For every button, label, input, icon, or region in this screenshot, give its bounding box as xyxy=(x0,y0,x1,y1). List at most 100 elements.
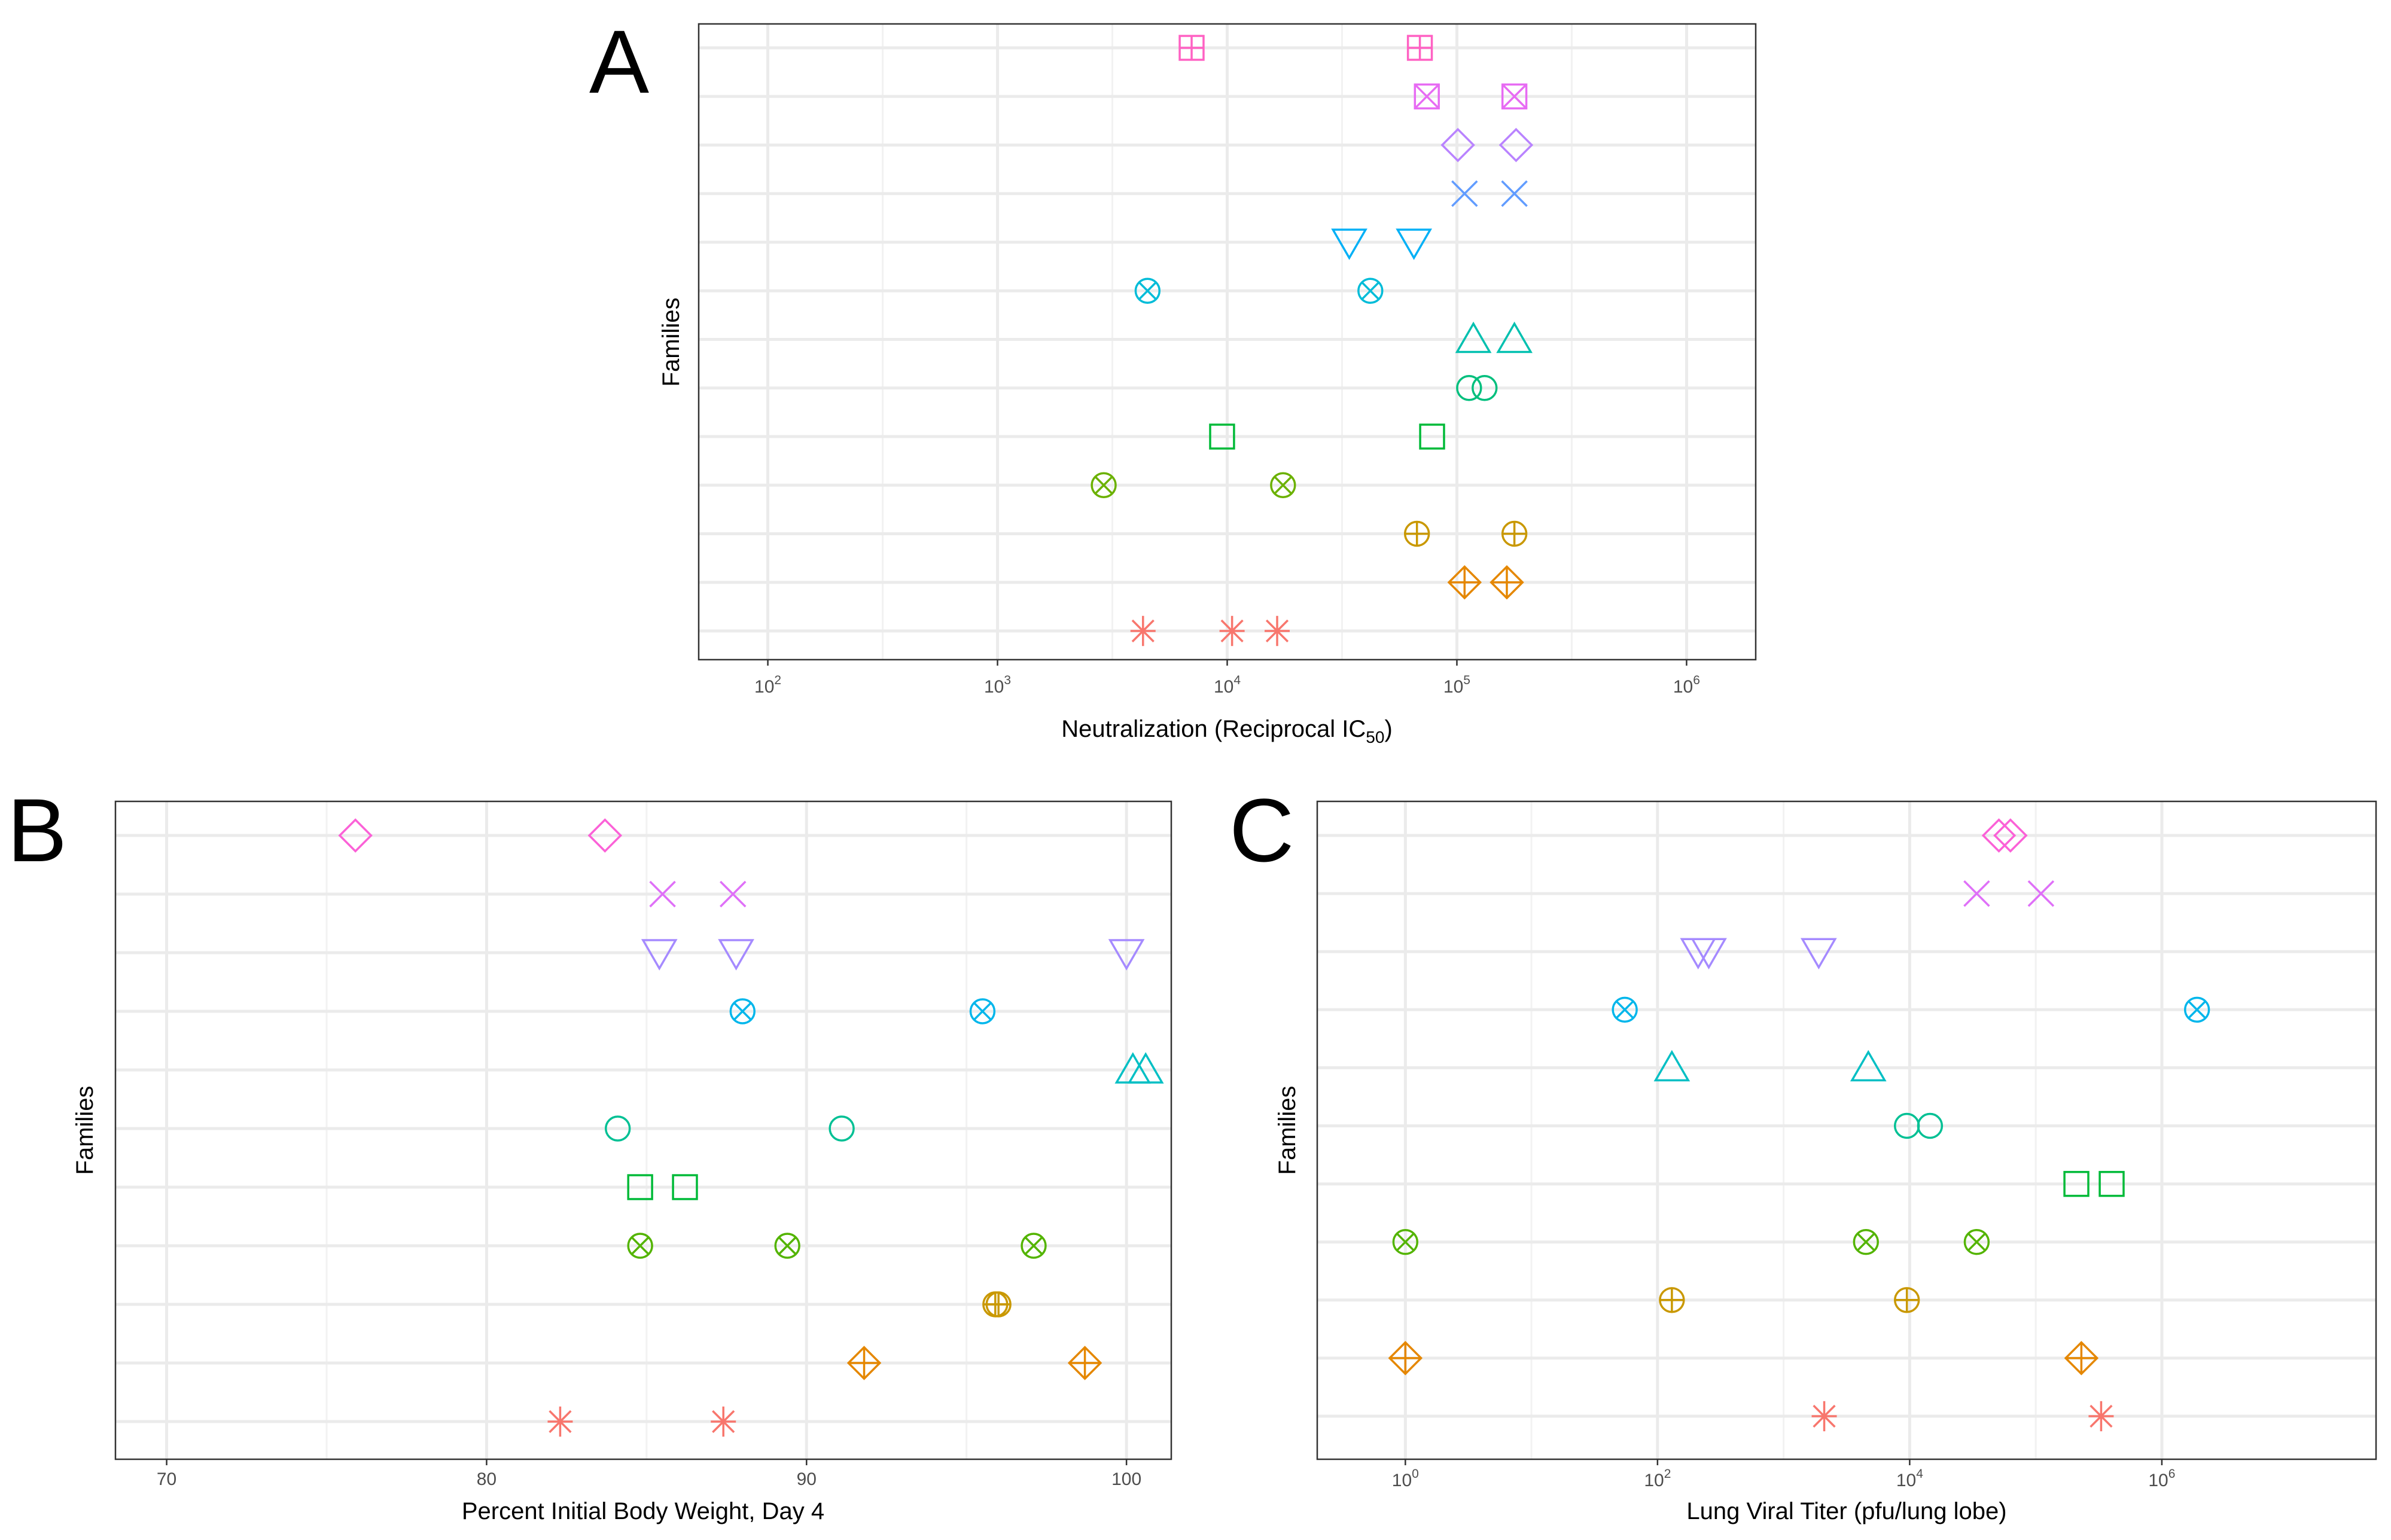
data-point-family-10 xyxy=(1963,880,1990,907)
data-point-family-1 xyxy=(1811,1401,1837,1432)
x-tick-label-base: 10 xyxy=(1443,677,1463,697)
data-point-family-10 xyxy=(649,880,676,908)
panel-a-points xyxy=(1091,35,1534,647)
x-tick-label: 105 xyxy=(1443,673,1470,697)
panel-c: C 100 102 104 106 Lung Viral Titer (pfu/lun… xyxy=(1229,780,2377,1524)
data-point-family-6 xyxy=(829,1115,855,1142)
x-tick-label: 106 xyxy=(2148,1467,2175,1490)
data-point-family-8 xyxy=(729,998,756,1024)
data-point-family-2 xyxy=(1067,1346,1102,1380)
x-tick-label-base: 10 xyxy=(984,677,1004,697)
data-point-family-10 xyxy=(2027,880,2055,907)
panel-b-x-axis-title: Percent Initial Body Weight, Day 4 xyxy=(462,1498,824,1524)
data-point-family-9 xyxy=(641,939,678,971)
data-point-family-4 xyxy=(774,1233,800,1259)
data-point-family-1 xyxy=(1265,615,1290,647)
x-tick-label-base: 10 xyxy=(1673,677,1693,697)
panel-letter-c: C xyxy=(1229,780,1294,880)
data-point-family-11 xyxy=(1440,127,1475,163)
x-tick-label: 104 xyxy=(1896,1467,1923,1490)
panel-letter-b: B xyxy=(7,780,67,880)
x-tick-label: 104 xyxy=(1214,673,1241,697)
data-point-family-8 xyxy=(2183,996,2210,1023)
data-point-family-2 xyxy=(1490,565,1524,600)
data-point-family-8 xyxy=(1612,996,1638,1023)
panel-c-x-ticks: 100 102 104 106 xyxy=(1392,1459,2175,1490)
panel-c-x-axis-title: Lung Viral Titer (pfu/lung lobe) xyxy=(1686,1498,2006,1524)
data-point-family-9 xyxy=(1691,938,1727,969)
x-tick-label: 103 xyxy=(984,673,1011,697)
data-point-family-8 xyxy=(1134,277,1161,304)
data-point-family-8 xyxy=(1357,277,1384,304)
data-point-family-1 xyxy=(711,1406,736,1437)
data-point-family-13 xyxy=(1178,35,1205,61)
data-point-family-5 xyxy=(1419,423,1445,450)
x-tick-label: 80 xyxy=(477,1469,497,1489)
data-point-family-6 xyxy=(605,1115,631,1142)
data-point-family-1 xyxy=(1219,615,1245,647)
panel-a-x-ticks: 102 103 104 105 106 xyxy=(754,660,1700,697)
data-point-family-7 xyxy=(1455,321,1492,353)
data-point-family-7 xyxy=(1850,1050,1887,1082)
data-point-family-3 xyxy=(985,1291,1012,1318)
x-tick-label-exponent: 6 xyxy=(1693,673,1700,687)
data-point-family-9 xyxy=(718,939,754,971)
x-tick-label-exponent: 0 xyxy=(1412,1467,1419,1481)
x-tick-label: 100 xyxy=(1392,1467,1419,1490)
data-point-family-5 xyxy=(627,1174,653,1200)
x-tick-label-exponent: 4 xyxy=(1916,1467,1923,1481)
data-point-family-11 xyxy=(1498,127,1534,163)
x-tick-label-base: 10 xyxy=(754,677,774,697)
data-point-family-7 xyxy=(1127,1052,1164,1084)
data-point-family-4 xyxy=(1963,1229,1990,1255)
data-point-family-4 xyxy=(1091,472,1117,498)
data-point-family-6 xyxy=(1472,375,1498,401)
data-point-family-7 xyxy=(1496,321,1533,353)
panel-b-y-axis-title: Families xyxy=(72,1086,98,1175)
x-tick-label-exponent: 3 xyxy=(1004,673,1011,687)
data-point-family-1 xyxy=(547,1406,573,1437)
data-point-family-11 xyxy=(1993,818,2028,853)
x-tick-label: 90 xyxy=(797,1469,817,1489)
x-tick-label-base: 10 xyxy=(1896,1471,1916,1490)
data-point-family-9 xyxy=(1680,938,1717,969)
data-point-family-9 xyxy=(1108,939,1145,971)
data-point-family-5 xyxy=(672,1174,698,1200)
panel-a-y-axis-title: Families xyxy=(658,298,684,387)
x-tick-label-exponent: 4 xyxy=(1233,673,1241,687)
data-point-family-13 xyxy=(1406,35,1433,61)
panel-c-grid xyxy=(1317,801,2376,1459)
panel-b-points xyxy=(338,818,1164,1437)
data-point-family-10 xyxy=(1501,180,1528,207)
data-point-family-2 xyxy=(1447,565,1482,600)
data-point-family-2 xyxy=(846,1346,882,1380)
data-point-family-4 xyxy=(1270,472,1296,498)
panel-letter-a: A xyxy=(589,11,649,112)
data-point-family-8 xyxy=(969,998,996,1024)
data-point-family-5 xyxy=(2063,1170,2090,1197)
data-point-family-4 xyxy=(1021,1233,1047,1259)
data-point-family-1 xyxy=(2088,1401,2114,1432)
data-point-family-12 xyxy=(1501,83,1528,109)
data-point-family-9 xyxy=(1396,228,1432,260)
x-tick-label-exponent: 5 xyxy=(1463,673,1470,687)
panel-b-border xyxy=(114,800,1172,1460)
x-tick-label: 70 xyxy=(157,1469,176,1489)
data-point-family-3 xyxy=(1659,1287,1685,1313)
panel-c-border xyxy=(1316,800,2377,1460)
data-point-family-3 xyxy=(1403,520,1430,547)
panel-a-x-axis-title: Neutralization (Reciprocal IC50) xyxy=(1061,716,1393,746)
x-tick-label-base: 10 xyxy=(1644,1471,1664,1490)
data-point-family-12 xyxy=(1414,83,1440,109)
x-tick-label-base: 10 xyxy=(1214,677,1233,697)
x-tick-label-exponent: 2 xyxy=(1664,1467,1671,1481)
x-tick-label: 100 xyxy=(1111,1469,1141,1489)
data-point-family-10 xyxy=(720,880,747,908)
data-point-family-3 xyxy=(1501,520,1528,547)
data-point-family-11 xyxy=(587,818,623,853)
panel-b-x-ticks: 70 80 90 100 xyxy=(157,1459,1141,1489)
data-point-family-2 xyxy=(2064,1341,2099,1376)
x-tick-label-exponent: 6 xyxy=(2168,1467,2176,1481)
x-tick-label-base: 10 xyxy=(1392,1471,1412,1490)
